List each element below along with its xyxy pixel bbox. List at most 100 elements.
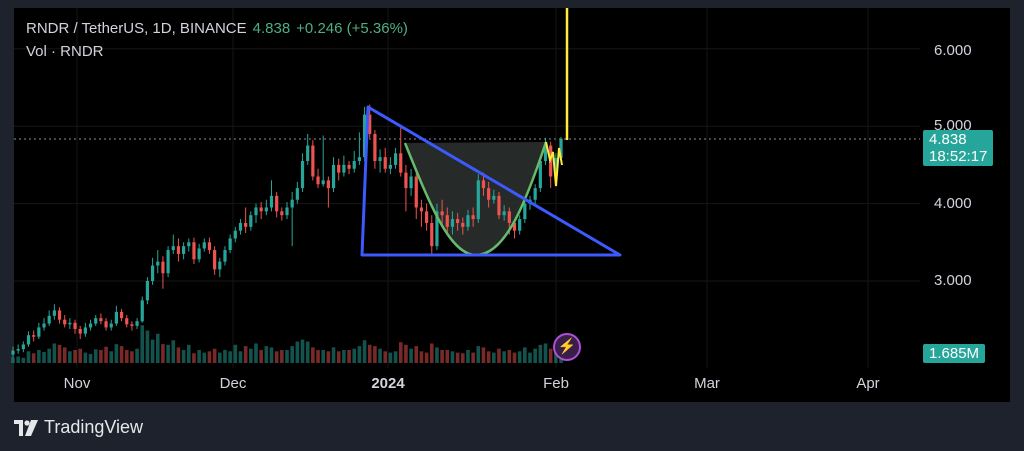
lightning-icon[interactable]: ⚡ bbox=[553, 333, 581, 361]
volume-bar bbox=[409, 348, 413, 363]
candle-body bbox=[182, 246, 186, 254]
candle-body bbox=[166, 250, 170, 274]
candle-body bbox=[57, 310, 62, 320]
volume-bar bbox=[373, 346, 377, 363]
candle-body bbox=[150, 265, 155, 281]
candle-body bbox=[300, 161, 305, 189]
time-label: Nov bbox=[63, 375, 91, 392]
candle-body bbox=[94, 318, 98, 324]
candle-body bbox=[47, 315, 51, 324]
candle-body bbox=[197, 248, 201, 260]
volume-bar bbox=[280, 350, 284, 363]
candle-body bbox=[145, 281, 150, 301]
volume-bar bbox=[543, 343, 548, 363]
time-label: Feb bbox=[543, 375, 569, 392]
candle-body bbox=[259, 207, 263, 212]
volume-bar bbox=[109, 351, 114, 363]
volume-bar bbox=[16, 356, 20, 363]
candle-body bbox=[213, 250, 217, 270]
volume-bar bbox=[517, 351, 522, 363]
candle-body bbox=[337, 164, 341, 173]
volume-bar bbox=[166, 344, 170, 363]
candle-body bbox=[378, 157, 382, 162]
candle-body bbox=[435, 211, 439, 247]
volume-bar bbox=[290, 346, 294, 363]
bar-countdown: 18:52:17 bbox=[929, 148, 988, 165]
volume-bar bbox=[497, 348, 501, 363]
volume-bar bbox=[528, 352, 532, 363]
volume-bar bbox=[285, 350, 289, 363]
candles bbox=[11, 104, 563, 357]
volume-bar bbox=[254, 343, 258, 363]
volume-bar bbox=[176, 347, 181, 363]
candle-body bbox=[538, 161, 542, 189]
last-price-badge: 4.838 18:52:17 bbox=[923, 130, 994, 166]
last-price: 4.838 bbox=[252, 20, 291, 37]
candle-body bbox=[88, 323, 93, 328]
candle-body bbox=[11, 350, 15, 355]
volume-bar bbox=[419, 351, 424, 363]
triangle-drawing[interactable] bbox=[360, 105, 622, 257]
candle-body bbox=[533, 188, 537, 200]
candle-body bbox=[130, 324, 134, 326]
candle-body bbox=[393, 153, 398, 165]
volume-bar bbox=[181, 350, 186, 363]
volume-bar bbox=[124, 350, 129, 363]
volume-bar bbox=[119, 346, 124, 363]
volume-bar bbox=[212, 348, 217, 363]
volume-bar bbox=[352, 348, 357, 363]
candle-body bbox=[352, 161, 356, 169]
volume-bar bbox=[440, 350, 444, 363]
volume-bar bbox=[73, 350, 77, 363]
candle-body bbox=[99, 318, 103, 322]
candle-body bbox=[254, 207, 258, 216]
candle-body bbox=[497, 195, 501, 216]
volume-bar bbox=[398, 342, 403, 363]
candle-body bbox=[233, 230, 237, 239]
volume-bar bbox=[192, 353, 196, 363]
volume-bar bbox=[471, 352, 475, 363]
volume-bar bbox=[481, 347, 486, 363]
volume-bar bbox=[378, 348, 382, 363]
volume-bar bbox=[429, 343, 434, 363]
candle-body bbox=[450, 219, 455, 227]
candle-body bbox=[295, 188, 299, 200]
volume-bar bbox=[300, 339, 305, 363]
tradingview-logo[interactable]: TradingView bbox=[14, 417, 143, 438]
candle-body bbox=[559, 138, 563, 158]
volume-badge: 1.685M bbox=[923, 344, 986, 363]
candle-body bbox=[187, 242, 191, 247]
volume-bar bbox=[11, 357, 15, 363]
volume-bar bbox=[295, 341, 300, 363]
volume-bar bbox=[362, 340, 367, 363]
candle-body bbox=[306, 145, 310, 162]
candle-body bbox=[440, 211, 444, 216]
candle-body bbox=[125, 318, 129, 325]
candle-body bbox=[114, 311, 118, 324]
candle-body bbox=[16, 349, 20, 351]
candle-body bbox=[218, 261, 222, 270]
candle-body bbox=[63, 319, 67, 325]
candle-body bbox=[249, 215, 253, 227]
yellow-path-drawing[interactable] bbox=[545, 141, 563, 187]
volume-bar bbox=[57, 344, 62, 363]
volume-bar bbox=[331, 347, 336, 363]
volume-bar bbox=[424, 352, 429, 363]
volume-bar bbox=[218, 352, 222, 363]
volume-bar bbox=[274, 351, 279, 363]
volume-bar bbox=[388, 352, 393, 363]
volume-bar bbox=[321, 350, 325, 363]
price-tick: 4.000 bbox=[934, 195, 972, 212]
volume-bar bbox=[243, 346, 248, 363]
candle-body bbox=[347, 164, 351, 169]
time-label: Apr bbox=[856, 375, 880, 392]
price-tick: 3.000 bbox=[934, 272, 972, 289]
volume-bar bbox=[135, 348, 139, 363]
candle-body bbox=[461, 222, 465, 227]
candle-body bbox=[68, 322, 72, 325]
candle-body bbox=[419, 207, 424, 212]
price-tick: 5.000 bbox=[934, 117, 972, 134]
candle-body bbox=[502, 211, 506, 216]
symbol-legend: RNDR / TetherUS, 1D, BINANCE 4.838 +0.246 … bbox=[26, 20, 408, 37]
